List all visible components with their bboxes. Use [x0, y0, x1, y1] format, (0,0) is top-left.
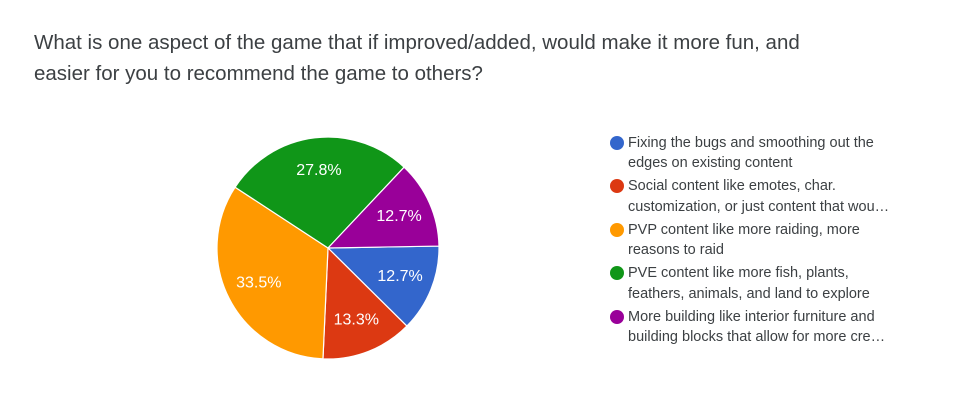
svg-text:33.5%: 33.5%	[236, 275, 281, 292]
svg-text:12.7%: 12.7%	[377, 268, 422, 285]
svg-text:12.7%: 12.7%	[376, 208, 421, 225]
svg-text:27.8%: 27.8%	[296, 162, 341, 179]
svg-text:13.3%: 13.3%	[334, 312, 379, 329]
